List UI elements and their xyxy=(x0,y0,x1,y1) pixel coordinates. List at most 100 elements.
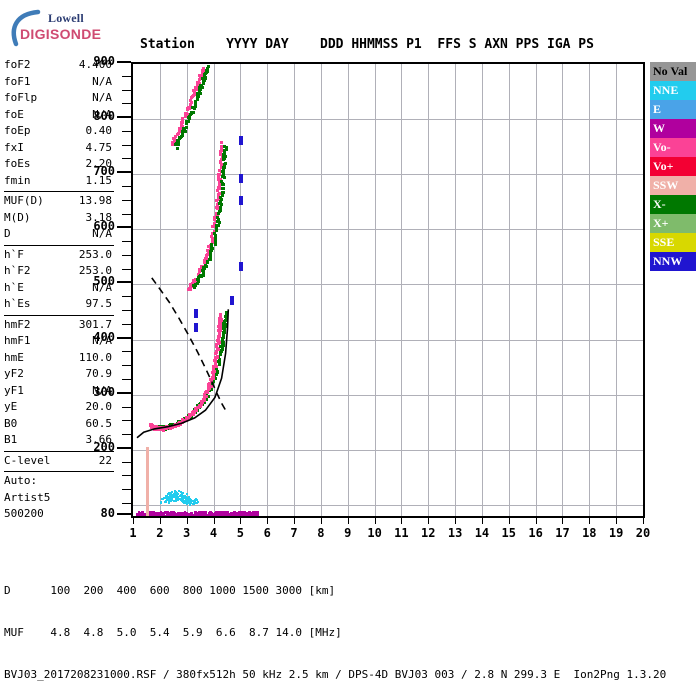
y-axis-tick xyxy=(117,447,131,449)
x-axis-tick xyxy=(401,516,402,524)
x-axis-tick xyxy=(240,516,241,524)
x-axis-tick xyxy=(375,516,376,524)
x-axis-tick xyxy=(160,516,161,524)
y-axis-minor-tick xyxy=(122,310,131,311)
y-axis-minor-tick xyxy=(122,420,131,421)
y-axis-minor-tick xyxy=(122,145,131,146)
ionogram-axes: 80 200 300 400 500 600 700 800 900 1 2 3 4 5 6 7 8 9 10 11 1… xyxy=(0,0,700,600)
y-axis-label: 200 xyxy=(69,440,115,454)
x-axis-tick xyxy=(643,516,644,524)
x-axis-label: 2 xyxy=(148,526,172,540)
y-axis-minor-tick xyxy=(122,241,131,242)
y-axis-tick xyxy=(117,281,131,283)
x-axis-tick xyxy=(267,516,268,524)
y-axis-minor-tick xyxy=(122,255,131,256)
y-axis-label: 800 xyxy=(69,109,115,123)
y-axis-minor-tick xyxy=(122,90,131,91)
y-axis-tick xyxy=(117,392,131,394)
x-axis-label: 7 xyxy=(282,526,306,540)
x-axis-label: 16 xyxy=(524,526,548,540)
x-axis-tick xyxy=(348,516,349,524)
y-axis-label: 300 xyxy=(69,385,115,399)
y-axis-tick xyxy=(117,513,131,515)
legend-item-vo[interactable]: Vo- xyxy=(650,138,696,157)
legend-item-ssw[interactable]: SSW xyxy=(650,176,696,195)
x-axis-label: 14 xyxy=(470,526,494,540)
x-axis-tick xyxy=(187,516,188,524)
y-axis-minor-tick xyxy=(122,296,131,297)
y-axis-minor-tick xyxy=(122,489,131,490)
x-axis-label: 5 xyxy=(228,526,252,540)
y-axis-tick xyxy=(117,171,131,173)
y-axis-tick xyxy=(117,337,131,339)
y-axis-minor-tick xyxy=(122,324,131,325)
y-axis-minor-tick xyxy=(122,158,131,159)
x-axis-label: 15 xyxy=(497,526,521,540)
y-axis-minor-tick xyxy=(122,379,131,380)
direction-color-legend: No Val NNE E W Vo- Vo+ SSW X- X+ SSE NNW xyxy=(650,62,696,271)
y-axis-tick xyxy=(117,61,131,63)
y-axis-minor-tick xyxy=(122,200,131,201)
y-axis-label: 900 xyxy=(69,54,115,68)
x-axis-tick xyxy=(321,516,322,524)
x-axis-label: 11 xyxy=(389,526,413,540)
legend-item-nnw[interactable]: NNW xyxy=(650,252,696,271)
y-axis-minor-tick xyxy=(122,407,131,408)
y-axis-minor-tick xyxy=(122,503,131,504)
footer-file-row: BVJ03_2017208231000.RSF / 380fx512h 50 k… xyxy=(4,668,666,682)
x-axis-tick xyxy=(133,516,134,524)
x-axis-tick xyxy=(294,516,295,524)
y-axis-minor-tick xyxy=(122,131,131,132)
legend-item-e[interactable]: E xyxy=(650,100,696,119)
x-axis-label: 18 xyxy=(577,526,601,540)
x-axis-tick xyxy=(509,516,510,524)
x-axis-tick xyxy=(428,516,429,524)
y-axis-label: 700 xyxy=(69,164,115,178)
legend-item-sse[interactable]: SSE xyxy=(650,233,696,252)
legend-item-vo[interactable]: Vo+ xyxy=(650,157,696,176)
y-axis-minor-tick xyxy=(122,365,131,366)
y-axis-minor-tick xyxy=(122,76,131,77)
y-axis-minor-tick xyxy=(122,214,131,215)
y-axis-label: 80 xyxy=(69,506,115,520)
x-axis-tick xyxy=(214,516,215,524)
y-axis-tick xyxy=(117,116,131,118)
legend-item-noval[interactable]: No Val xyxy=(650,62,696,81)
footer-distance-row: D 100 200 400 600 800 1000 1500 3000 [km… xyxy=(4,584,666,598)
y-axis-minor-tick xyxy=(122,269,131,270)
x-axis-tick xyxy=(562,516,563,524)
x-axis-tick xyxy=(589,516,590,524)
x-axis-label: 17 xyxy=(550,526,574,540)
x-axis-label: 12 xyxy=(416,526,440,540)
y-axis-minor-tick xyxy=(122,475,131,476)
y-axis-minor-tick xyxy=(122,186,131,187)
x-axis-label: 3 xyxy=(175,526,199,540)
y-axis-minor-tick xyxy=(122,351,131,352)
x-axis-label: 19 xyxy=(604,526,628,540)
legend-item-x[interactable]: X+ xyxy=(650,214,696,233)
footer-muf-row: MUF 4.8 4.8 5.0 5.4 5.9 6.6 8.7 14.0 [MH… xyxy=(4,626,666,640)
x-axis-tick xyxy=(616,516,617,524)
x-axis-label: 6 xyxy=(255,526,279,540)
x-axis-label: 9 xyxy=(336,526,360,540)
y-axis-label: 600 xyxy=(69,219,115,233)
x-axis-tick xyxy=(482,516,483,524)
y-axis-label: 500 xyxy=(69,274,115,288)
y-axis-minor-tick xyxy=(122,434,131,435)
x-axis-label: 1 xyxy=(121,526,145,540)
x-axis-label: 13 xyxy=(443,526,467,540)
y-axis-label: 400 xyxy=(69,330,115,344)
y-axis-minor-tick xyxy=(122,103,131,104)
footer-info: D 100 200 400 600 800 1000 1500 3000 [km… xyxy=(4,556,666,696)
x-axis-label: 8 xyxy=(309,526,333,540)
x-axis-tick xyxy=(536,516,537,524)
x-axis-label: 4 xyxy=(202,526,226,540)
x-axis-label: 10 xyxy=(363,526,387,540)
y-axis-tick xyxy=(117,226,131,228)
x-axis-label: 20 xyxy=(631,526,655,540)
legend-item-nne[interactable]: NNE xyxy=(650,81,696,100)
x-axis-tick xyxy=(455,516,456,524)
legend-item-x[interactable]: X- xyxy=(650,195,696,214)
y-axis-minor-tick xyxy=(122,462,131,463)
legend-item-w[interactable]: W xyxy=(650,119,696,138)
